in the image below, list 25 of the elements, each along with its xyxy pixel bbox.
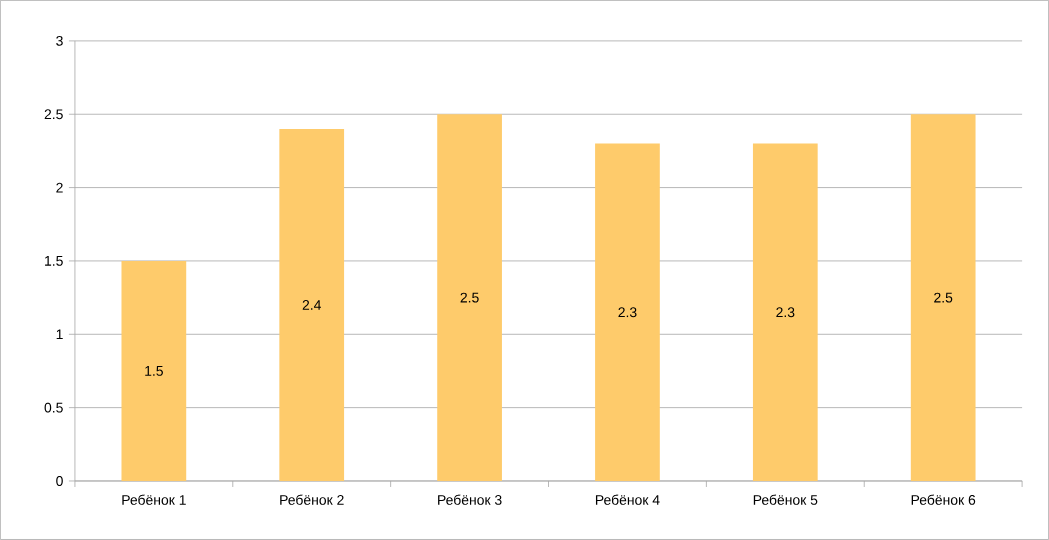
data-label: 1.5 bbox=[145, 366, 163, 376]
bar bbox=[121, 260, 187, 482]
x-tick-label: Ребёнок 1 bbox=[122, 494, 186, 505]
data-label: 2.4 bbox=[302, 300, 321, 310]
y-tick-label: 0 bbox=[56, 476, 63, 486]
data-label: 2.3 bbox=[776, 307, 795, 318]
x-tick-label: Ребёнок 3 bbox=[438, 494, 502, 505]
bar bbox=[279, 128, 345, 482]
x-tick-label: Ребёнок 6 bbox=[911, 494, 976, 505]
data-label: 2.5 bbox=[460, 292, 479, 303]
x-tick-label: Ребёнок 2 bbox=[280, 494, 344, 505]
y-tick-label: 1.5 bbox=[45, 256, 63, 266]
x-tick-label: Ребёнок 4 bbox=[595, 494, 660, 505]
y-tick-label: 0.5 bbox=[44, 402, 63, 413]
y-tick-label: 1 bbox=[56, 329, 63, 340]
bar bbox=[910, 114, 976, 482]
y-tick-label: 2.5 bbox=[44, 109, 63, 120]
x-tick-label: Ребёнок 5 bbox=[753, 494, 818, 505]
data-label: 2.3 bbox=[618, 307, 637, 318]
bar bbox=[752, 143, 818, 482]
y-tick-label: 2 bbox=[56, 182, 63, 193]
data-label: 2.5 bbox=[934, 292, 953, 303]
bar bbox=[595, 143, 660, 482]
y-tick-label: 3 bbox=[56, 35, 63, 46]
bar bbox=[437, 114, 502, 482]
